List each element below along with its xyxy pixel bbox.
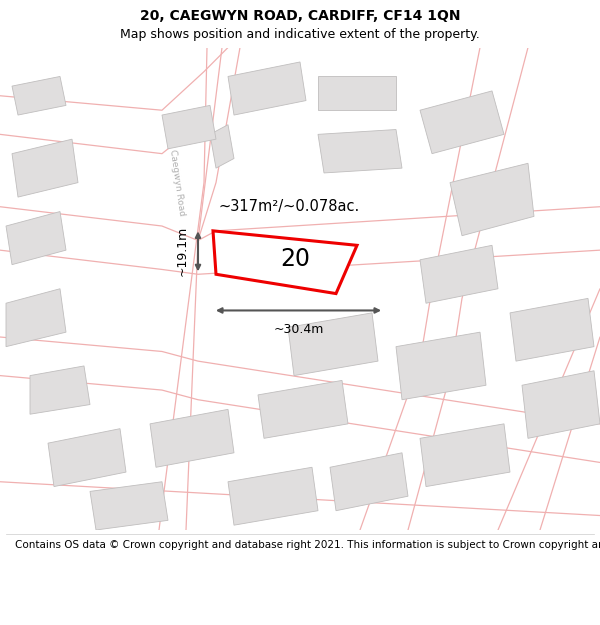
Polygon shape (420, 91, 504, 154)
Text: ~30.4m: ~30.4m (274, 322, 323, 336)
Polygon shape (213, 231, 357, 294)
Text: ~19.1m: ~19.1m (176, 226, 189, 276)
Polygon shape (6, 289, 66, 347)
Polygon shape (522, 371, 600, 438)
Text: 20, CAEGWYN ROAD, CARDIFF, CF14 1QN: 20, CAEGWYN ROAD, CARDIFF, CF14 1QN (140, 9, 460, 22)
Polygon shape (420, 424, 510, 487)
Polygon shape (90, 482, 168, 530)
Polygon shape (228, 468, 318, 525)
Polygon shape (288, 313, 378, 376)
Text: Contains OS data © Crown copyright and database right 2021. This information is : Contains OS data © Crown copyright and d… (15, 541, 600, 551)
Polygon shape (12, 76, 66, 115)
Polygon shape (210, 125, 234, 168)
Polygon shape (48, 429, 126, 487)
Polygon shape (318, 129, 402, 173)
Text: Caegwyn Road: Caegwyn Road (168, 149, 186, 216)
Polygon shape (330, 452, 408, 511)
Polygon shape (162, 106, 216, 149)
Text: ~317m²/~0.078ac.: ~317m²/~0.078ac. (219, 199, 360, 214)
Polygon shape (150, 409, 234, 468)
Polygon shape (450, 163, 534, 236)
Polygon shape (420, 246, 498, 303)
Text: 20: 20 (281, 247, 311, 271)
Polygon shape (258, 381, 348, 438)
Text: Map shows position and indicative extent of the property.: Map shows position and indicative extent… (120, 28, 480, 41)
Polygon shape (318, 76, 396, 110)
Polygon shape (228, 62, 306, 115)
Polygon shape (6, 211, 66, 264)
Polygon shape (510, 298, 594, 361)
Polygon shape (12, 139, 78, 197)
Polygon shape (30, 366, 90, 414)
Polygon shape (396, 332, 486, 400)
